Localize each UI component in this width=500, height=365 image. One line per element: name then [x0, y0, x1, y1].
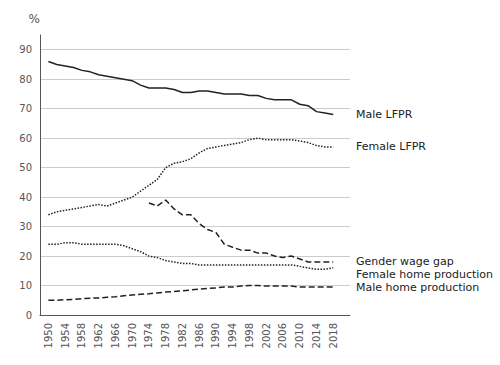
svg-text:Female home production: Female home production [356, 268, 493, 281]
svg-text:10: 10 [19, 280, 32, 291]
svg-text:30: 30 [19, 221, 32, 232]
svg-text:1950: 1950 [43, 323, 54, 348]
svg-text:90: 90 [19, 44, 32, 55]
svg-text:40: 40 [19, 192, 32, 203]
svg-text:1970: 1970 [127, 323, 138, 348]
svg-text:50: 50 [19, 162, 32, 173]
svg-text:2006: 2006 [277, 323, 288, 348]
svg-text:Female LFPR: Female LFPR [356, 140, 426, 153]
svg-text:2010: 2010 [294, 323, 305, 348]
svg-text:1962: 1962 [93, 323, 104, 348]
svg-text:Gender wage gap: Gender wage gap [356, 255, 454, 268]
svg-text:60: 60 [19, 133, 32, 144]
svg-text:Male home production: Male home production [356, 281, 479, 294]
svg-text:1986: 1986 [194, 323, 205, 348]
svg-text:2014: 2014 [311, 323, 322, 348]
svg-text:1958: 1958 [76, 323, 87, 348]
svg-text:1978: 1978 [160, 323, 171, 348]
svg-text:1994: 1994 [227, 323, 238, 348]
svg-text:70: 70 [19, 103, 32, 114]
svg-text:2002: 2002 [261, 323, 272, 348]
svg-text:1966: 1966 [110, 323, 121, 348]
svg-text:Male LFPR: Male LFPR [356, 108, 413, 121]
svg-text:%: % [29, 12, 40, 26]
svg-text:1954: 1954 [60, 323, 71, 348]
svg-text:80: 80 [19, 74, 32, 85]
svg-text:20: 20 [19, 251, 32, 262]
svg-text:0: 0 [26, 310, 32, 321]
svg-text:1998: 1998 [244, 323, 255, 348]
svg-text:1982: 1982 [177, 323, 188, 348]
svg-text:1974: 1974 [143, 323, 154, 348]
svg-text:1990: 1990 [210, 323, 221, 348]
svg-text:2018: 2018 [328, 323, 339, 348]
